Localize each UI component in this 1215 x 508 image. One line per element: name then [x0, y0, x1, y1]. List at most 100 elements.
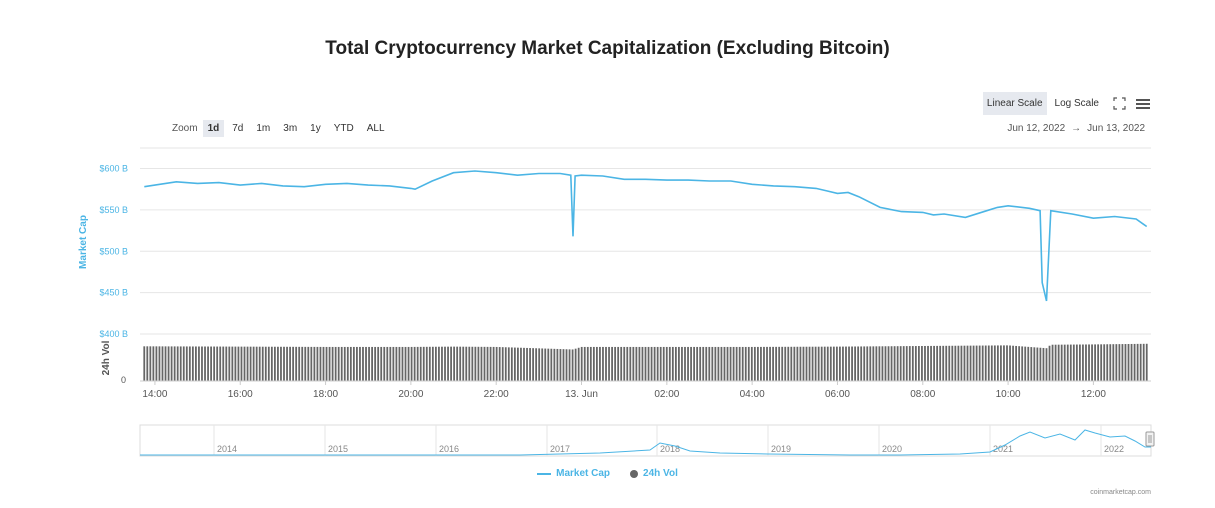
x-tick-label: 14:00	[142, 389, 167, 400]
volume-bar	[550, 348, 553, 381]
volume-bar	[1015, 345, 1018, 381]
volume-bar	[857, 346, 860, 381]
volume-bar	[471, 346, 474, 381]
volume-bar	[155, 346, 158, 381]
volume-bar	[1139, 343, 1142, 381]
volume-bar	[766, 346, 768, 381]
volume-bar	[887, 346, 890, 381]
range-from[interactable]: Jun 12, 2022	[1007, 123, 1066, 134]
volume-bar	[1072, 344, 1075, 381]
volume-bar	[258, 346, 261, 381]
volume-bar	[167, 346, 170, 381]
volume-bar	[571, 349, 574, 381]
log-scale-button[interactable]: Log Scale	[1054, 98, 1099, 109]
y-tick-label: $400 B	[99, 329, 128, 339]
chart-title: Total Cryptocurrency Market Capitalizati…	[325, 38, 890, 59]
volume-bar	[848, 346, 850, 381]
volume-bar	[267, 346, 270, 381]
volume-bar	[434, 346, 437, 381]
volume-bar	[756, 346, 759, 381]
zoom-1y-button[interactable]: 1y	[310, 123, 321, 134]
volume-bar	[286, 346, 288, 381]
volume-bar	[346, 346, 349, 381]
x-tick-label: 06:00	[825, 389, 850, 400]
volume-bar	[556, 348, 559, 381]
volume-bar	[1103, 344, 1106, 381]
x-tick-label: 16:00	[228, 389, 253, 400]
zoom-all-button[interactable]: ALL	[366, 123, 385, 134]
volume-bar	[356, 346, 358, 381]
volume-bar	[1075, 344, 1078, 381]
volume-bar	[283, 346, 285, 381]
volume-bar	[851, 346, 853, 381]
legend-item-volume[interactable]: 24h Vol	[630, 468, 678, 479]
volume-bar	[401, 346, 404, 381]
volume-bar	[681, 346, 683, 381]
volume-bar	[1085, 344, 1087, 381]
linear-scale-button[interactable]: Linear Scale	[982, 92, 1047, 115]
volume-bar	[538, 348, 541, 381]
volume-bar	[1012, 345, 1014, 381]
volume-bar	[213, 346, 216, 381]
volume-bar	[608, 346, 610, 381]
volume-bar	[760, 346, 762, 381]
y-tick-label: $600 B	[99, 164, 128, 174]
volume-bar	[1024, 346, 1027, 381]
volume-bar	[480, 346, 483, 381]
x-tick-label: 08:00	[910, 389, 935, 400]
volume-bar	[562, 349, 565, 381]
volume-bar	[668, 346, 671, 381]
volume-bar	[1136, 343, 1139, 381]
credits[interactable]: coinmarketcap.com	[1090, 489, 1151, 496]
volume-bar	[881, 346, 884, 381]
volume-bar	[671, 346, 674, 381]
volume-bar	[1118, 344, 1121, 381]
hamburger-menu-icon[interactable]	[1135, 96, 1151, 112]
volume-bar	[529, 348, 531, 381]
zoom-1m-button[interactable]: 1m	[256, 123, 271, 134]
volume-bar	[532, 348, 535, 381]
range-arrow: →	[1071, 123, 1082, 134]
volume-bar	[176, 346, 179, 381]
volume-bar	[237, 346, 240, 381]
volume-bar	[295, 346, 298, 381]
volume-bar	[1106, 344, 1109, 381]
volume-bar	[924, 345, 926, 381]
volume-bar	[614, 346, 617, 381]
volume-bar	[474, 346, 477, 381]
volume-bar	[796, 346, 799, 381]
volume-bar	[772, 346, 774, 381]
volume-bar	[684, 346, 686, 381]
navigator-tick-label: 2016	[439, 444, 459, 454]
volume-bar	[720, 346, 723, 381]
navigator-tick-label: 2022	[1104, 444, 1124, 454]
range-to[interactable]: Jun 13, 2022	[1087, 123, 1145, 134]
volume-bar	[1018, 346, 1021, 381]
y-tick-label: $500 B	[99, 246, 128, 256]
zoom-ytd-button[interactable]: YTD	[333, 123, 354, 134]
fullscreen-icon[interactable]	[1111, 96, 1127, 112]
zoom-7d-button[interactable]: 7d	[232, 123, 244, 134]
volume-bar	[808, 346, 811, 381]
volume-bar	[735, 346, 738, 381]
volume-bar	[1094, 344, 1096, 381]
navigator-tick-label: 2014	[217, 444, 237, 454]
zoom-3m-button[interactable]: 3m	[283, 123, 298, 134]
volume-bar	[790, 346, 793, 381]
volume-bar	[1133, 343, 1136, 381]
volume-bar	[501, 347, 504, 381]
volume-bar	[814, 346, 817, 381]
volume-bar	[252, 346, 255, 381]
volume-bar	[340, 346, 343, 381]
volume-bar	[477, 346, 480, 381]
volume-bar	[544, 348, 547, 381]
volume-bar	[972, 345, 975, 381]
volume-bar	[884, 346, 887, 381]
legend-item-market-cap[interactable]: Market Cap	[537, 468, 610, 479]
volume-bar	[753, 346, 756, 381]
zoom-1d-button[interactable]: 1d	[202, 120, 225, 137]
volume-bar	[817, 346, 820, 381]
volume-bar	[462, 346, 465, 381]
volume-bar	[316, 346, 319, 381]
